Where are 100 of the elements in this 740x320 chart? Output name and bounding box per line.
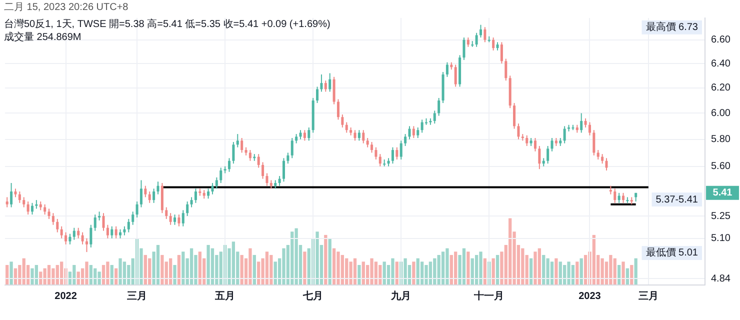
bar — [144, 254, 147, 285]
bar — [466, 252, 470, 285]
candlestick — [64, 232, 68, 245]
candlestick — [517, 123, 520, 140]
y-tick-label: 5.25 — [711, 210, 731, 222]
candlestick — [215, 176, 218, 190]
candlestick — [10, 182, 13, 208]
candlestick — [614, 188, 616, 204]
bar — [248, 248, 252, 285]
candlestick — [240, 137, 244, 154]
bar — [622, 262, 625, 285]
y-tick-label: 5.80 — [711, 134, 731, 146]
bar — [349, 262, 352, 285]
candlestick — [588, 122, 591, 136]
candlestick — [182, 210, 184, 227]
candlestick — [462, 37, 466, 60]
candlestick — [56, 218, 59, 233]
candlestick — [152, 188, 156, 204]
candlestick — [148, 190, 151, 204]
candlestick — [186, 200, 189, 217]
candlestick — [332, 76, 336, 105]
candlestick — [446, 62, 448, 78]
bar — [85, 262, 88, 285]
y-tick-label: 6.20 — [711, 82, 731, 94]
bar — [240, 254, 244, 285]
candlestick — [52, 212, 54, 226]
candlestick — [26, 200, 30, 216]
candlestick — [526, 134, 528, 146]
bar — [462, 248, 466, 285]
bar — [521, 248, 524, 285]
bar — [270, 254, 273, 285]
bar — [98, 272, 101, 285]
candlestick — [140, 180, 142, 208]
bar — [340, 254, 344, 285]
annotation: 最高價 6.73 — [646, 21, 698, 34]
x-tick-label: 七月 — [302, 290, 324, 302]
x-tick-label: 三月 — [638, 290, 658, 302]
candlestick — [30, 202, 34, 216]
y-tick-label: 4.84 — [711, 273, 731, 284]
bar — [374, 262, 378, 285]
annotation: 成交量 254.869M — [4, 31, 82, 44]
bar — [382, 262, 386, 285]
bar — [395, 262, 398, 285]
candlestick — [236, 134, 239, 148]
bar — [173, 264, 176, 285]
bar — [252, 254, 256, 285]
bar — [609, 254, 612, 285]
candlestick — [169, 212, 172, 226]
y-tick-label: 5.10 — [711, 233, 731, 244]
bar — [156, 244, 160, 285]
bar — [190, 248, 194, 285]
bar — [282, 248, 286, 285]
candlestick — [6, 196, 8, 208]
candlestick — [492, 37, 495, 51]
bar — [274, 262, 277, 285]
candlestick — [374, 146, 378, 160]
bar — [446, 248, 449, 285]
candlestick — [618, 192, 620, 204]
bar — [600, 258, 604, 285]
candlestick — [90, 224, 92, 248]
candlestick — [404, 134, 407, 146]
candlestick — [378, 154, 382, 167]
candlestick — [144, 185, 147, 198]
bar — [60, 262, 64, 285]
candlestick — [580, 112, 583, 134]
candlestick — [228, 158, 231, 172]
bar — [332, 248, 336, 285]
candlestick — [513, 102, 516, 130]
candlestick — [345, 122, 348, 134]
candlestick — [132, 211, 134, 226]
x-tick-label: 九月 — [390, 290, 412, 302]
x-tick-label: 十一月 — [473, 290, 504, 302]
bar — [546, 258, 550, 285]
bar — [265, 252, 269, 285]
candlestick — [114, 226, 118, 239]
bar — [328, 238, 332, 285]
bar — [404, 258, 407, 285]
candlestick — [550, 137, 554, 152]
bar — [206, 244, 210, 285]
candlestick — [232, 141, 235, 164]
candlestick — [290, 137, 294, 159]
candlestick — [354, 130, 356, 142]
candlestick — [303, 130, 306, 142]
bar — [454, 252, 458, 285]
bar — [370, 258, 374, 285]
annotation: 5.37-5.41 — [656, 194, 698, 206]
bar — [584, 254, 588, 285]
bar — [558, 262, 562, 285]
candlestick — [584, 118, 587, 128]
candlestick — [102, 212, 105, 232]
bar — [534, 252, 537, 285]
bar — [177, 254, 181, 285]
bar — [118, 258, 122, 285]
x-tick-label: 三月 — [127, 290, 148, 302]
bar — [592, 234, 596, 285]
bar — [30, 268, 34, 285]
annotation: 最低價 5.01 — [646, 248, 698, 259]
candlestick — [596, 150, 600, 160]
bar — [412, 262, 416, 285]
bar — [538, 248, 542, 285]
